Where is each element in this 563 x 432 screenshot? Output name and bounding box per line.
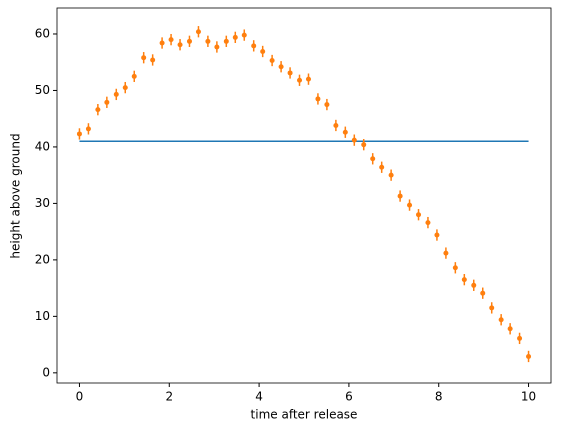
point — [471, 282, 477, 288]
point — [379, 164, 385, 170]
point — [452, 265, 458, 271]
point — [416, 212, 422, 218]
x-tick-label: 4 — [255, 390, 263, 404]
point — [260, 48, 266, 54]
point — [122, 85, 128, 91]
point — [241, 32, 247, 38]
x-tick-label: 0 — [76, 390, 84, 404]
y-tick-label: 10 — [35, 309, 50, 323]
point — [342, 129, 348, 135]
y-tick-label: 20 — [35, 252, 50, 266]
point — [434, 232, 440, 238]
point — [333, 122, 339, 128]
x-tick-label: 8 — [435, 390, 443, 404]
point — [370, 156, 376, 162]
y-tick-label: 0 — [42, 365, 50, 379]
point — [443, 250, 449, 256]
x-tick-label: 6 — [345, 390, 353, 404]
y-tick-label: 40 — [35, 139, 50, 153]
point — [232, 34, 238, 40]
point — [297, 77, 303, 83]
point — [205, 38, 211, 44]
point — [113, 91, 119, 97]
y-tick-label: 60 — [35, 26, 50, 40]
point — [85, 126, 91, 132]
point — [351, 137, 357, 143]
point — [186, 38, 192, 44]
point — [168, 37, 174, 43]
point — [305, 76, 311, 82]
point — [480, 290, 486, 296]
point — [388, 172, 394, 178]
point — [251, 43, 257, 49]
point — [287, 70, 293, 76]
point — [425, 220, 431, 226]
x-tick-label: 10 — [521, 390, 536, 404]
point — [104, 99, 110, 105]
point — [361, 142, 367, 148]
point — [177, 42, 183, 48]
point — [489, 305, 495, 311]
point — [461, 277, 467, 283]
point — [507, 326, 513, 332]
point — [517, 335, 523, 341]
y-axis-label: height above ground — [9, 133, 23, 258]
point — [223, 38, 229, 44]
point — [269, 58, 275, 64]
x-axis-label: time after release — [251, 408, 358, 422]
point — [214, 44, 220, 50]
point — [407, 202, 413, 208]
point — [195, 29, 201, 35]
point — [150, 57, 156, 63]
point — [498, 317, 504, 323]
point — [324, 102, 330, 108]
point — [131, 73, 137, 79]
y-tick-label: 50 — [35, 83, 50, 97]
y-tick-label: 30 — [35, 196, 50, 210]
point — [95, 107, 101, 113]
axes-frame — [56, 7, 552, 384]
point — [76, 131, 82, 137]
x-tick-label: 2 — [165, 390, 173, 404]
point — [315, 96, 321, 102]
point — [526, 353, 532, 359]
point — [278, 64, 284, 70]
point — [159, 40, 165, 46]
point — [397, 193, 403, 199]
point — [141, 55, 147, 61]
